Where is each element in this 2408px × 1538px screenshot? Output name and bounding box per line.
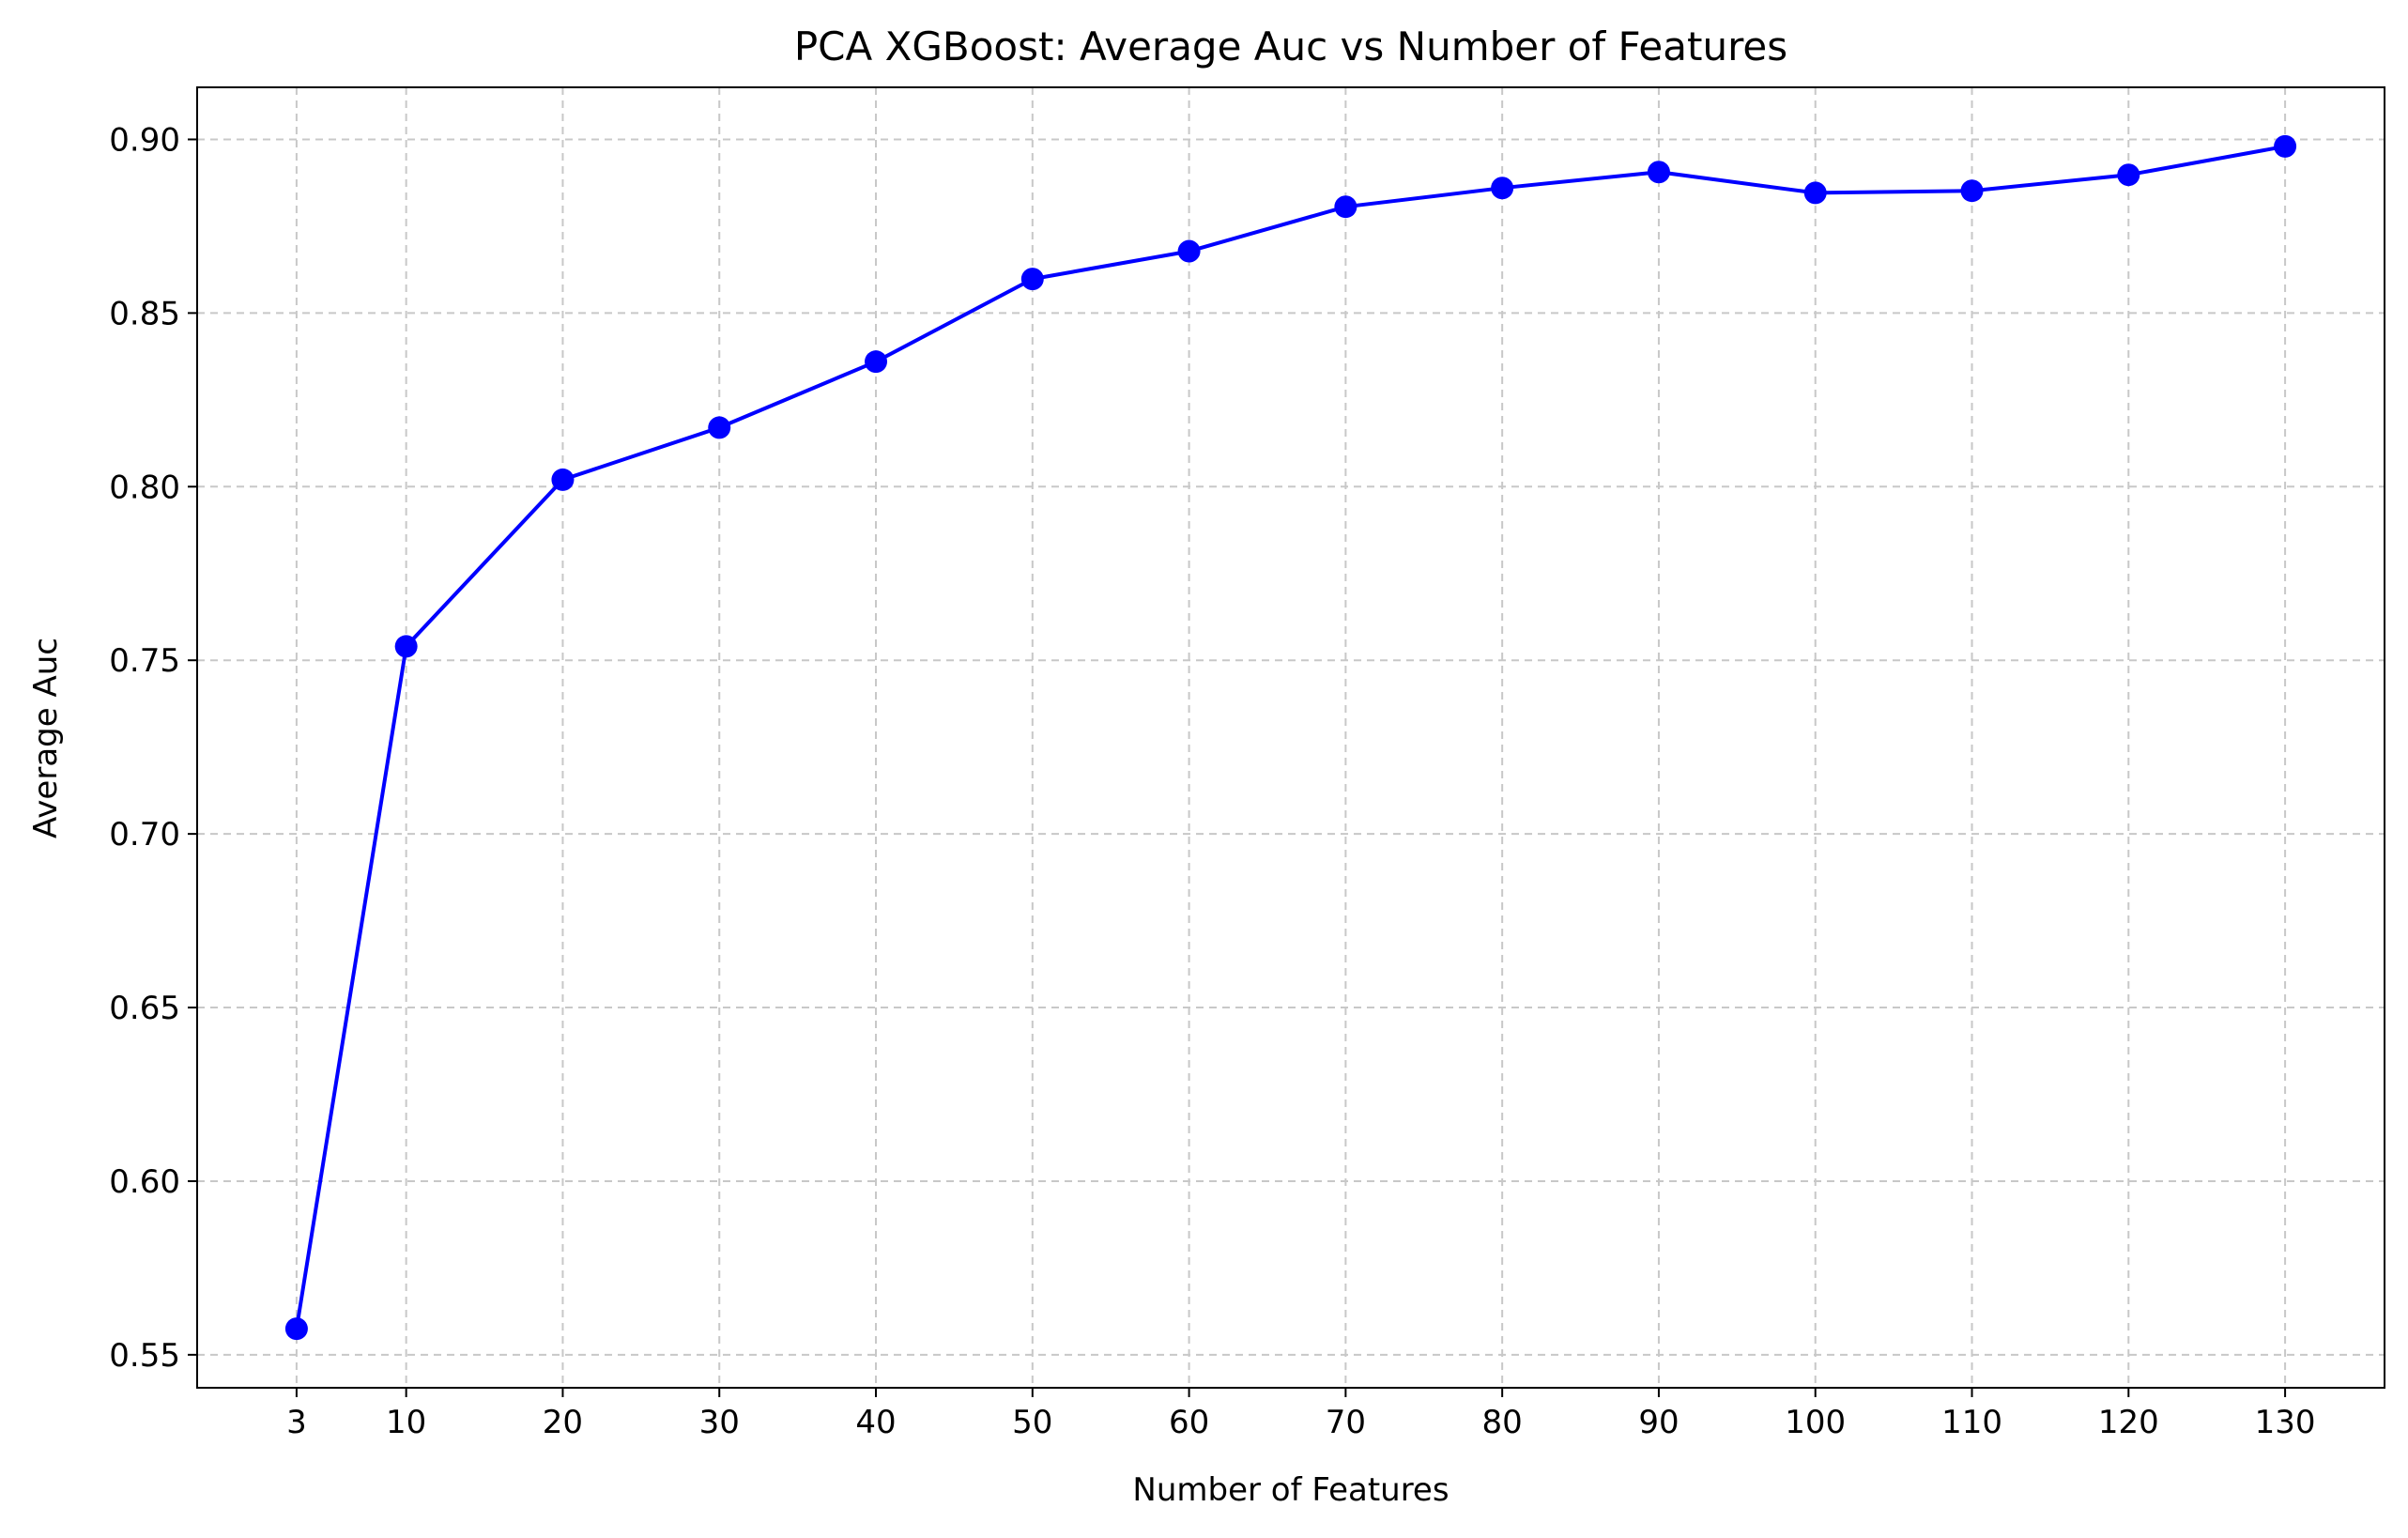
y-tick-label: 0.60	[109, 1163, 180, 1201]
data-point	[1491, 177, 1514, 200]
y-tick-label: 0.65	[109, 990, 180, 1027]
x-tick-label: 80	[1482, 1404, 1523, 1441]
plot-frame	[196, 86, 2385, 1389]
tick-layer: 3 10 20 30 40 50 60 70 80 90 100 110 120 130 0.55 0.60 0…	[109, 121, 2315, 1441]
y-tick-label: 0.75	[109, 642, 180, 680]
x-tick-label: 50	[1012, 1404, 1052, 1441]
data-point	[1020, 268, 1044, 291]
data-point	[284, 1317, 308, 1341]
data-point	[1334, 195, 1357, 219]
x-tick-label: 120	[2098, 1404, 2159, 1441]
x-tick-label: 30	[699, 1404, 740, 1441]
data-point	[2274, 134, 2297, 158]
data-point	[865, 350, 888, 374]
y-tick-label: 0.90	[109, 121, 180, 159]
x-tick-label: 70	[1326, 1404, 1366, 1441]
x-tick-label: 60	[1169, 1404, 1209, 1441]
x-axis-label: Number of Features	[1132, 1471, 1449, 1509]
series-layer	[284, 134, 2297, 1341]
data-point	[394, 635, 418, 658]
x-tick-label: 40	[855, 1404, 896, 1441]
y-tick-label: 0.55	[109, 1337, 180, 1375]
x-tick-label: 100	[1785, 1404, 1846, 1441]
data-point	[1647, 161, 1670, 184]
data-point	[551, 468, 575, 491]
series-line	[294, 144, 2286, 1330]
data-point	[1177, 239, 1201, 263]
y-tick-label: 0.80	[109, 469, 180, 506]
chart-title: PCA XGBoost: Average Auc vs Number of Fe…	[794, 23, 1787, 69]
x-tick-label: 3	[286, 1404, 307, 1441]
data-point	[2117, 163, 2140, 187]
x-tick-label: 10	[386, 1404, 426, 1441]
y-tick-label: 0.70	[109, 816, 180, 854]
y-tick-label: 0.85	[109, 295, 180, 332]
x-tick-label: 90	[1638, 1404, 1679, 1441]
x-tick-label: 20	[543, 1404, 583, 1441]
plot-background	[197, 87, 2385, 1388]
data-point	[1960, 179, 1984, 203]
grid-layer	[197, 87, 2385, 1388]
y-axis-label: Average Auc	[27, 638, 65, 838]
x-tick-label: 130	[2255, 1404, 2316, 1441]
data-point	[708, 416, 731, 439]
x-tick-label: 110	[1941, 1404, 2002, 1441]
data-point	[1803, 181, 1827, 205]
